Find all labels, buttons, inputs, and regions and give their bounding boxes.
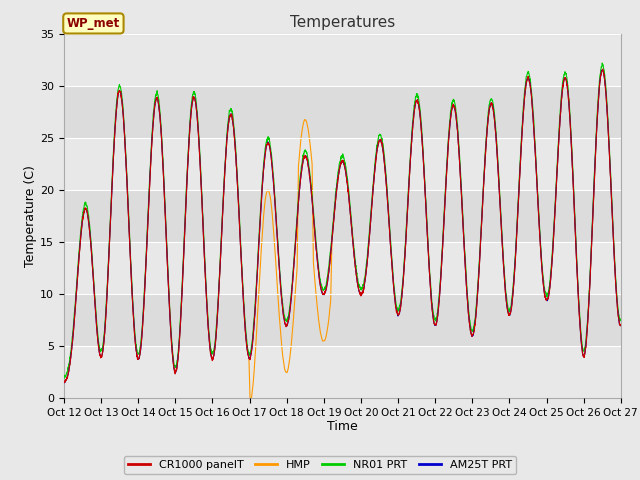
Bar <box>64 138 621 190</box>
Bar <box>64 294 621 346</box>
Text: WP_met: WP_met <box>67 17 120 30</box>
Y-axis label: Temperature (C): Temperature (C) <box>24 165 37 267</box>
X-axis label: Time: Time <box>327 420 358 432</box>
Bar <box>64 346 621 398</box>
Bar <box>64 86 621 138</box>
Bar <box>64 190 621 242</box>
Bar <box>64 242 621 294</box>
Legend: CR1000 panelT, HMP, NR01 PRT, AM25T PRT: CR1000 panelT, HMP, NR01 PRT, AM25T PRT <box>124 456 516 474</box>
Bar <box>64 34 621 86</box>
Title: Temperatures: Temperatures <box>290 15 395 30</box>
